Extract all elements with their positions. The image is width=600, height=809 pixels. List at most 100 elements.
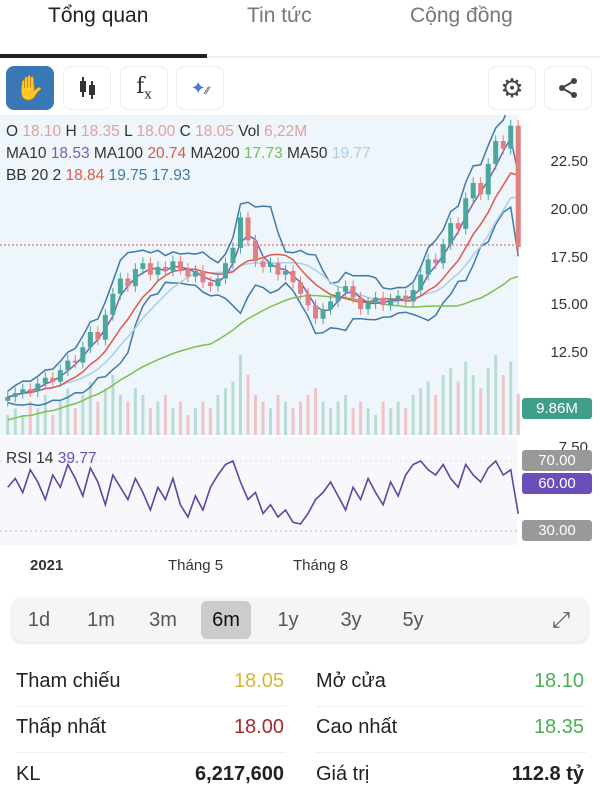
tab-community[interactable]: Cộng đồng <box>410 4 513 27</box>
volume-bar <box>81 395 85 435</box>
rsi-70-tag: 70.00 <box>522 450 592 471</box>
volume-bar <box>374 415 378 435</box>
volume-bar <box>291 408 295 435</box>
candle-body <box>147 263 153 275</box>
range-3y[interactable]: 3y <box>340 609 362 631</box>
candle-body <box>215 278 221 287</box>
volume-bar <box>306 395 310 435</box>
volume-bar <box>434 395 438 435</box>
volume-bar <box>193 408 197 435</box>
ohlc-legend: O 18.10 H 18.35 L 18.00 C 18.05 Vol 6,22… <box>6 123 307 141</box>
ma50-label: MA50 <box>287 145 328 162</box>
fullscreen-button[interactable]: ⤢ <box>536 601 586 639</box>
price-chart[interactable]: O 18.10 H 18.35 L 18.00 C 18.05 Vol 6,22… <box>0 73 600 547</box>
tab-news[interactable]: Tin tức <box>247 4 312 27</box>
volume-bar <box>516 393 520 435</box>
rsi-30-tag: 30.00 <box>522 520 592 541</box>
price-tick: 15.00 <box>550 296 588 313</box>
range-1y[interactable]: 1y <box>277 609 299 631</box>
volume-bar <box>269 408 273 435</box>
volume-bar <box>344 395 348 435</box>
candle-body <box>57 370 63 382</box>
candle-body <box>80 347 86 363</box>
candle-body <box>117 278 123 294</box>
range-6m[interactable]: 6m <box>201 601 251 639</box>
volume-bar <box>6 415 10 435</box>
volume-bar <box>231 381 235 435</box>
volume-bar <box>351 408 355 435</box>
chart-canvas[interactable] <box>0 73 600 547</box>
range-3m[interactable]: 3m <box>149 609 177 631</box>
volume-bar <box>216 395 220 435</box>
volume-bar <box>253 395 257 435</box>
bb-value-1: 18.84 <box>65 167 105 184</box>
candle-body <box>65 360 71 371</box>
price-tick: 12.50 <box>550 344 588 361</box>
candle-body <box>305 293 311 306</box>
open-price-value: 18.10 <box>533 670 584 692</box>
value-stat-value: 112.8 tỷ <box>511 763 584 785</box>
volume-bar <box>118 395 122 435</box>
volume-bar <box>21 415 25 435</box>
ma100-value: 20.74 <box>147 145 187 162</box>
function-fx-icon: fx <box>136 73 152 103</box>
expand-icon: ⤢ <box>552 607 570 632</box>
volume-bar <box>299 401 303 435</box>
volume-bar <box>36 408 40 435</box>
volume-bar <box>88 381 92 435</box>
candle-body <box>500 140 506 149</box>
volume-bar <box>208 408 212 435</box>
rsi-pane-bg <box>0 437 518 545</box>
candle-body <box>185 268 191 277</box>
low-price-label: Thấp nhất <box>16 716 107 738</box>
rsi-line <box>7 459 520 525</box>
drawing-tools-button[interactable]: ✦⁄⁄ <box>176 66 224 110</box>
candle-body <box>358 297 364 310</box>
divider <box>16 752 286 753</box>
volume-bar <box>201 401 205 435</box>
open-label: O <box>6 123 19 140</box>
volume-bar <box>509 361 513 435</box>
rsi-value: 39.77 <box>57 450 97 467</box>
range-1d[interactable]: 1d <box>27 609 51 631</box>
candle-body <box>343 286 349 292</box>
volume-bar <box>486 368 490 435</box>
candle-body <box>268 263 274 268</box>
time-label-year: 2021 <box>30 557 64 574</box>
candle-body <box>283 270 289 275</box>
stats-row: KL 6,217,600 Giá trị 112.8 tỷ <box>16 763 586 809</box>
range-5y[interactable]: 5y <box>402 609 424 631</box>
candle-body <box>515 125 521 247</box>
range-1m[interactable]: 1m <box>87 609 115 631</box>
volume-bar <box>148 408 152 435</box>
volume-label: Vol <box>238 123 260 140</box>
share-button[interactable] <box>544 66 592 110</box>
candle-body <box>380 297 386 306</box>
candle-body <box>485 163 491 195</box>
ma50-value: 19.77 <box>331 145 371 162</box>
volume-bar <box>471 375 475 435</box>
volume-bar <box>58 401 62 435</box>
candle-body <box>50 377 56 382</box>
candle-body <box>508 125 514 149</box>
indicators-button[interactable]: fx <box>120 66 168 110</box>
candle-body <box>125 278 131 287</box>
bb-legend: BB 20 2 18.84 19.75 17.93 <box>6 167 190 185</box>
pan-tool-button[interactable]: ✋ <box>6 66 54 110</box>
settings-button[interactable]: ⚙ <box>488 66 536 110</box>
volume-bar <box>419 388 423 435</box>
low-label: L <box>124 123 133 140</box>
candle-body <box>72 360 78 363</box>
hand-pan-icon: ✋ <box>15 74 45 102</box>
volume-tag: 9.86M <box>522 398 592 419</box>
volume-bar <box>43 395 47 435</box>
candle-body <box>403 295 409 302</box>
volume-bar <box>141 395 145 435</box>
candle-body <box>42 377 48 384</box>
volume-bar <box>66 388 70 435</box>
tab-overview[interactable]: Tổng quan <box>48 4 149 27</box>
candle-body <box>410 289 416 302</box>
high-price-label: Cao nhất <box>316 716 398 738</box>
chart-type-button[interactable] <box>63 66 111 110</box>
candle-body <box>132 268 138 287</box>
